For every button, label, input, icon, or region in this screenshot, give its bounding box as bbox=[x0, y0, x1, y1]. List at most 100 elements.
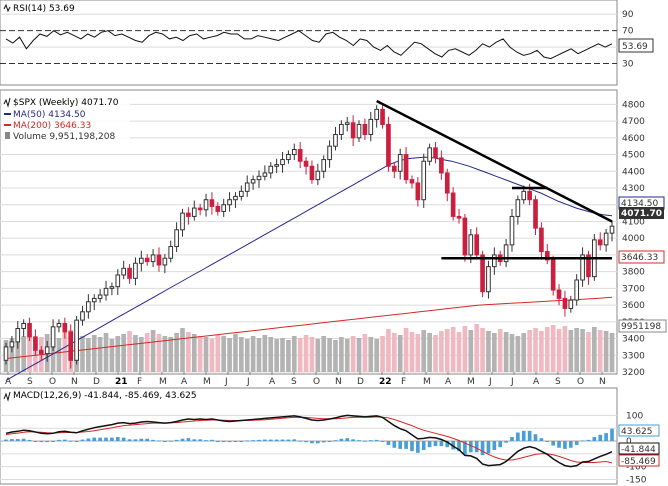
macd-histogram-bar bbox=[316, 441, 320, 444]
volume-bar bbox=[450, 327, 456, 372]
volume-bar bbox=[162, 336, 168, 372]
ma200-tag: 3646.33 bbox=[621, 253, 658, 263]
candle-body bbox=[527, 190, 532, 201]
macd-line bbox=[5, 414, 613, 468]
macd-histogram-bar bbox=[215, 441, 220, 442]
volume-bar bbox=[150, 330, 156, 372]
macd-histogram-bar bbox=[10, 439, 14, 441]
macd-histogram-bar bbox=[427, 441, 432, 448]
volume-bar bbox=[274, 339, 279, 372]
macd-histogram-bar bbox=[86, 438, 91, 441]
volume-bar bbox=[103, 333, 109, 372]
x-tick-label: 21 bbox=[115, 377, 128, 387]
volume-legend: Volume 9,951,198,208 bbox=[13, 132, 115, 142]
volume-bar bbox=[539, 331, 544, 372]
candle-body bbox=[121, 267, 126, 276]
x-tick-label: D bbox=[357, 377, 364, 387]
candle-body bbox=[450, 192, 456, 217]
volume-bar bbox=[174, 333, 179, 372]
volume-bar bbox=[197, 336, 203, 372]
macd-tags: 43.625 -41.844 -85.469 bbox=[618, 424, 660, 467]
candle-body bbox=[415, 182, 421, 201]
candle-body bbox=[56, 322, 62, 328]
macd-histogram-bar bbox=[27, 439, 32, 441]
macd-line-tag: -41.844 bbox=[621, 445, 656, 455]
volume-bar bbox=[592, 327, 597, 372]
volume-bar bbox=[574, 328, 580, 372]
volume-bar bbox=[27, 333, 32, 372]
volume-bar bbox=[180, 328, 185, 372]
volume-bar bbox=[250, 336, 256, 372]
macd-histogram-bar bbox=[468, 441, 473, 453]
volume-bar bbox=[403, 328, 409, 372]
volume-bar bbox=[227, 338, 232, 372]
macd-histogram-bar bbox=[516, 432, 520, 441]
candle-body bbox=[386, 123, 391, 167]
candle-body bbox=[297, 149, 303, 162]
volume-bar bbox=[321, 336, 327, 372]
macd-tick-label: 0 bbox=[626, 437, 632, 447]
macd-signal-tag-box bbox=[618, 454, 660, 467]
volume-bar bbox=[521, 333, 527, 372]
candle-body bbox=[103, 287, 109, 296]
x-tick-label: A bbox=[181, 377, 188, 387]
macd-histogram-bar bbox=[445, 441, 450, 448]
price-legend-icon bbox=[3, 97, 11, 108]
macd-histogram-bar bbox=[486, 441, 491, 454]
candle-body bbox=[403, 154, 409, 181]
x-tick-label: 22 bbox=[379, 377, 392, 387]
x-tick-label: O bbox=[49, 377, 56, 387]
price-tick-label: 3300 bbox=[622, 351, 645, 361]
candle-body bbox=[362, 123, 368, 135]
macd-histogram-bar bbox=[4, 439, 8, 441]
volume-legend-swatch bbox=[5, 132, 10, 139]
volume-bar bbox=[56, 338, 62, 372]
candle-body bbox=[356, 123, 362, 139]
x-tick-label: J bbox=[488, 377, 492, 387]
macd-histogram-bar bbox=[80, 439, 85, 441]
macd-histogram-bar bbox=[39, 441, 44, 443]
macd-histogram-bar bbox=[504, 441, 508, 443]
volume-bar bbox=[138, 337, 144, 372]
price-tick-label: 4300 bbox=[622, 184, 645, 194]
macd-tick-label: -100 bbox=[626, 463, 647, 473]
volume-bar bbox=[97, 337, 103, 372]
macd-histogram-bar bbox=[333, 440, 338, 442]
macd-histogram-bar bbox=[57, 439, 61, 441]
volume-bar bbox=[133, 335, 138, 372]
macd-histogram-bar bbox=[527, 430, 532, 441]
candle-body bbox=[38, 349, 44, 355]
ma50-tag: 4134.50 bbox=[621, 199, 658, 209]
macd-histogram-bar bbox=[204, 440, 208, 442]
candle-body bbox=[50, 326, 56, 348]
macd-histogram-bar bbox=[586, 439, 591, 441]
price-legend: $SPX (Weekly) 4071.70 MA(50) 4134.50 MA(… bbox=[2, 94, 130, 142]
macd-histogram-bar bbox=[521, 430, 526, 441]
price-tick-label: 4800 bbox=[622, 100, 645, 110]
macd-histogram-bar bbox=[163, 441, 167, 442]
macd-line-tag-box bbox=[618, 442, 660, 455]
volume-bar bbox=[86, 338, 91, 372]
x-tick-label: J bbox=[510, 377, 514, 387]
macd-histogram-bar bbox=[439, 441, 444, 447]
volume-bar bbox=[50, 340, 56, 372]
macd-histogram-bar bbox=[574, 441, 579, 445]
volume-bar bbox=[509, 334, 515, 372]
volume-bar bbox=[603, 331, 609, 372]
volume-bars bbox=[3, 324, 615, 372]
macd-histogram-bar bbox=[416, 441, 420, 453]
candle-body bbox=[315, 170, 321, 181]
candle-body bbox=[480, 254, 485, 293]
candle-body bbox=[321, 159, 327, 172]
volume-bar bbox=[391, 333, 397, 372]
volume-bar bbox=[597, 330, 603, 372]
candle-body bbox=[286, 154, 291, 161]
candle-body bbox=[9, 341, 15, 348]
volume-bar bbox=[468, 330, 474, 372]
candle-body bbox=[150, 254, 156, 263]
x-tick-label: J bbox=[246, 377, 250, 387]
volume-bar bbox=[115, 336, 121, 372]
macd-histogram-bar bbox=[539, 438, 544, 441]
candle-body bbox=[486, 266, 491, 293]
